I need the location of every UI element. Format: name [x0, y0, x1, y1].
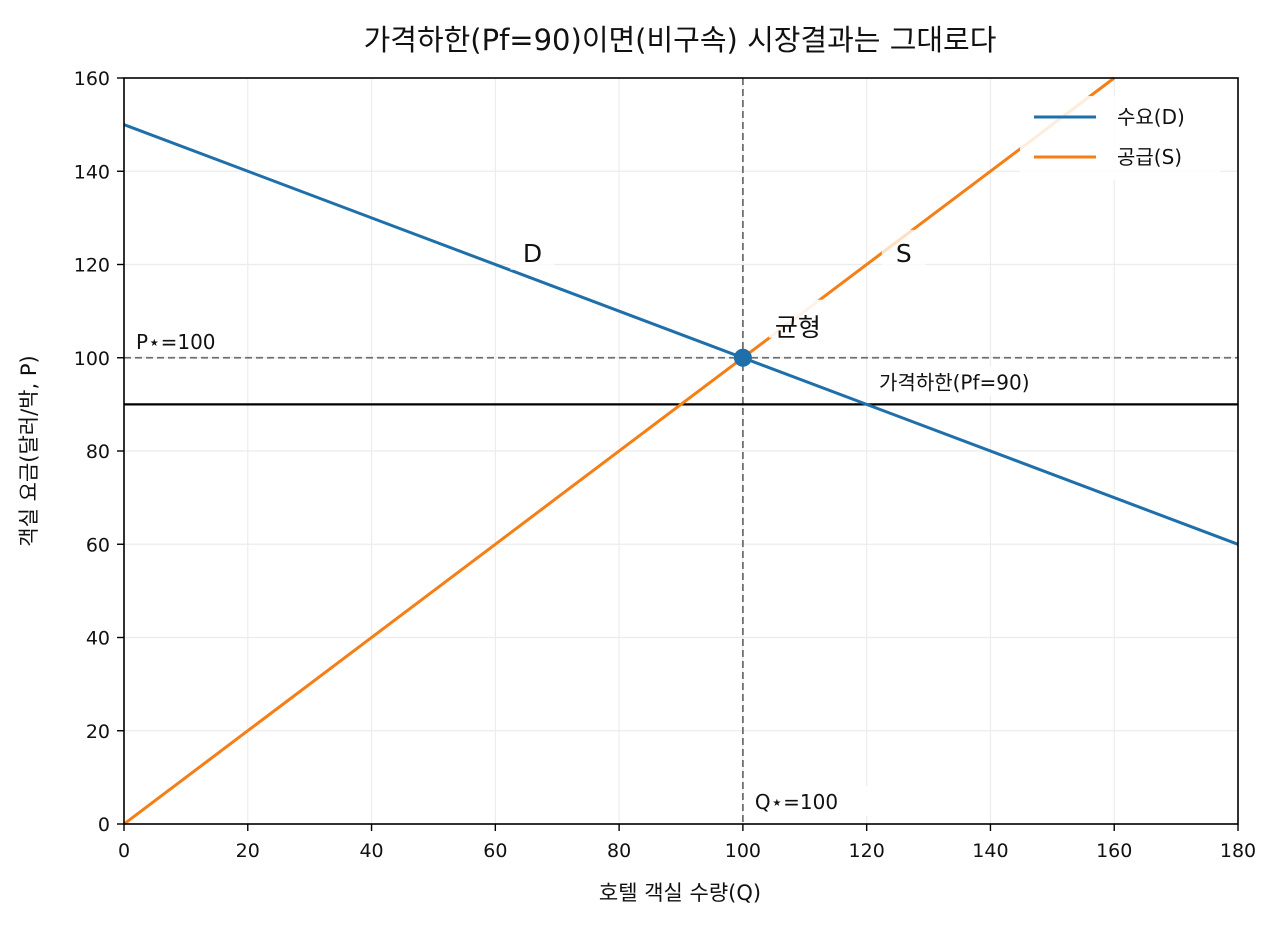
series-line-supply	[123, 76, 1116, 826]
x-tick-label: 100	[725, 840, 761, 862]
p-star-label: P⋆=100	[136, 330, 216, 354]
p-star-label-bg	[126, 319, 246, 350]
x-tick-label: 160	[1096, 840, 1132, 862]
legend-background	[1020, 96, 1220, 180]
equilibrium-label: 균형	[775, 313, 821, 342]
price-floor-label: 가격하한(Pf=90)	[879, 370, 1030, 394]
x-tick-label: 0	[118, 840, 130, 862]
x-tick-label: 40	[359, 840, 383, 862]
y-axis-ticks: 0 20 40 60 80 100 120 140 160	[74, 68, 124, 836]
grid	[123, 77, 1239, 825]
curve-label-bg	[881, 229, 926, 270]
y-tick-label: 20	[86, 721, 110, 743]
x-tick-label: 180	[1220, 840, 1256, 862]
q-star-label-bg	[748, 786, 873, 816]
y-tick-label: 160	[74, 68, 110, 90]
y-tick-label: 40	[86, 628, 110, 650]
equilibrium-point	[733, 348, 752, 367]
x-tick-label: 20	[236, 840, 260, 862]
chart-title: 가격하한(Pf=90)이면(비구속) 시장결과는 그대로다	[364, 23, 997, 57]
series-lines	[123, 76, 1239, 826]
y-axis-label: 객실 요금(달러/박, P)	[17, 355, 41, 546]
x-tick-label: 60	[483, 840, 507, 862]
curve-label-bg	[510, 229, 555, 270]
legend-label-supply: 공급(S)	[1117, 145, 1182, 169]
curve-label-demand: D	[523, 239, 542, 268]
price-floor-label-bg	[875, 366, 1094, 397]
q-star-label: Q⋆=100	[755, 790, 838, 814]
y-tick-label: 140	[74, 161, 110, 183]
x-tick-label: 140	[972, 840, 1008, 862]
y-tick-label: 80	[86, 441, 110, 463]
series-line-demand	[123, 123, 1239, 546]
x-tick-label: 120	[849, 840, 885, 862]
legend-label-demand: 수요(D)	[1117, 105, 1185, 129]
legend: 수요(D) 공급(S)	[1020, 96, 1220, 180]
y-tick-label: 120	[74, 255, 110, 277]
y-tick-label: 60	[86, 534, 110, 556]
curve-label-supply: S	[896, 239, 912, 268]
y-tick-label: 100	[74, 348, 110, 370]
x-axis-ticks: 0 20 40 60 80 100 120 140 160 180	[118, 824, 1256, 862]
equilibrium-label-bg	[768, 299, 839, 338]
x-tick-label: 80	[607, 840, 631, 862]
y-tick-label: 0	[98, 814, 110, 836]
x-axis-label: 호텔 객실 수량(Q)	[599, 881, 761, 905]
